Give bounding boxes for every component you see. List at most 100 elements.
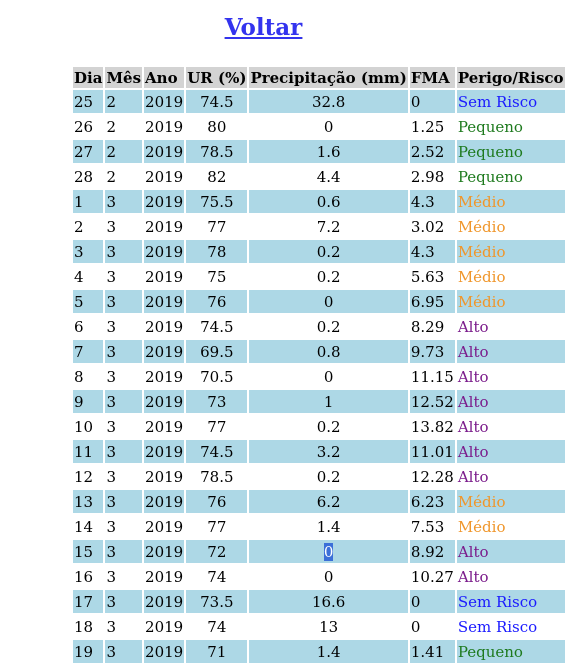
cell-ano: 2019 [144, 390, 185, 413]
cell-ano: 2019 [145, 367, 184, 386]
cell-ur: 75 [207, 267, 227, 286]
cell-risco: Alto [457, 317, 489, 336]
cell-fma: 7.53 [410, 517, 445, 536]
cell-ano: 2019 [144, 440, 185, 463]
cell-ur: 78.5 [186, 140, 248, 163]
cell-dia: 6 [74, 317, 84, 336]
cell-fma: 8.92 [409, 540, 455, 563]
cell-dia: 19 [73, 640, 104, 663]
cell-precipitacao: 0 [323, 567, 334, 586]
cell-precipitacao: 0.2 [316, 467, 341, 486]
cell-fma: 2.52 [409, 140, 455, 163]
cell-mes: 2 [106, 167, 116, 186]
cell-mes: 3 [105, 490, 143, 513]
cell-mes: 3 [106, 217, 116, 236]
cell-fma: 6.23 [409, 490, 455, 513]
cell-precipitacao: 1.4 [249, 640, 408, 663]
back-link[interactable]: Voltar [224, 14, 303, 41]
cell-dia: 25 [73, 90, 104, 113]
cell-ur: 70.5 [200, 367, 234, 386]
cell-ur: 74.5 [200, 317, 234, 336]
cell-precipitacao: 0.8 [249, 340, 408, 363]
cell-risco: Pequeno [456, 140, 565, 163]
cell-ano: 2019 [144, 190, 185, 213]
cell-risco: Pequeno [456, 640, 565, 663]
cell-precipitacao: 32.8 [249, 90, 408, 113]
cell-ur: 72 [186, 540, 248, 563]
cell-fma: 3.02 [410, 217, 445, 236]
cell-risco: Médio [456, 240, 565, 263]
cell-fma: 1.25 [410, 117, 445, 136]
cell-dia: 2 [74, 217, 84, 236]
cell-fma: 12.28 [410, 467, 454, 486]
cell-ur: 82 [207, 167, 227, 186]
cell-precipitacao: 13 [319, 617, 339, 636]
cell-fma: 2.98 [410, 167, 445, 186]
cell-dia: 5 [73, 290, 104, 313]
cell-fma: 8.29 [410, 317, 445, 336]
cell-risco: Sem Risco [456, 90, 565, 113]
cell-precipitacao: 0.2 [316, 317, 341, 336]
table-row: 27 2 2019 78.5 1.6 2.52 Pequeno [73, 140, 565, 163]
cell-ano: 2019 [145, 517, 184, 536]
cell-ano: 2019 [145, 317, 184, 336]
header-fma: FMA [409, 67, 455, 88]
cell-risco: Alto [457, 467, 489, 486]
table-row: 2 3 2019 77 7.2 3.02 Médio [73, 215, 565, 238]
cell-fma: 11.01 [409, 440, 455, 463]
cell-risco: Médio [457, 267, 506, 286]
cell-ano: 2019 [144, 90, 185, 113]
cell-precipitacao: 7.2 [316, 217, 341, 236]
table-row: 28 2 2019 82 4.4 2.98 Pequeno [73, 165, 565, 188]
cell-dia: 15 [73, 540, 104, 563]
table-row: 13 3 2019 76 6.2 6.23 Médio [73, 490, 565, 513]
cell-dia: 11 [73, 440, 104, 463]
cell-fma: 12.52 [409, 390, 455, 413]
cell-mes: 3 [106, 517, 116, 536]
cell-fma: 9.73 [409, 340, 455, 363]
table-row: 26 2 2019 80 0 1.25 Pequeno [73, 115, 565, 138]
cell-precipitacao: 0.6 [249, 190, 408, 213]
cell-fma: 5.63 [410, 267, 445, 286]
cell-precipitacao: 1.4 [316, 517, 341, 536]
cell-risco: Médio [457, 217, 506, 236]
cell-ur: 74 [207, 567, 227, 586]
cell-dia: 9 [73, 390, 104, 413]
cell-ano: 2019 [144, 290, 185, 313]
cell-ano: 2019 [144, 640, 185, 663]
header-perigo-risco: Perigo/Risco [456, 67, 565, 88]
table-header: Dia Mês Ano UR (%) Precipitação (mm) FMA… [73, 67, 565, 88]
cell-ano: 2019 [144, 240, 185, 263]
cell-precipitacao: 0.2 [316, 417, 341, 436]
cell-mes: 3 [105, 340, 143, 363]
cell-ur: 74.5 [186, 90, 248, 113]
cell-ur: 77 [207, 217, 227, 236]
cell-fma: 0 [410, 617, 421, 636]
cell-mes: 3 [105, 290, 143, 313]
cell-precipitacao: 0 [323, 367, 334, 386]
cell-risco: Médio [456, 290, 565, 313]
cell-ur: 75.5 [186, 190, 248, 213]
table-row: 12 3 2019 78.5 0.2 12.28 Alto [73, 465, 565, 488]
cell-precipitacao: 1 [249, 390, 408, 413]
cell-ur: 74 [207, 617, 227, 636]
table-row: 15 3 2019 72 0 8.92 Alto [73, 540, 565, 563]
cell-mes: 3 [106, 567, 116, 586]
table-row: 18 3 2019 74 13 0 Sem Risco [73, 615, 565, 638]
cell-ano: 2019 [145, 117, 184, 136]
cell-ur: 73.5 [186, 590, 248, 613]
cell-ano: 2019 [145, 217, 184, 236]
header-row: Dia Mês Ano UR (%) Precipitação (mm) FMA… [73, 67, 565, 88]
cell-dia: 4 [74, 267, 84, 286]
cell-mes: 3 [105, 440, 143, 463]
cell-precipitacao: 3.2 [249, 440, 408, 463]
cell-dia: 26 [74, 117, 94, 136]
table-row: 11 3 2019 74.5 3.2 11.01 Alto [73, 440, 565, 463]
cell-precipitacao: 0.2 [249, 240, 408, 263]
cell-ur: 77 [207, 417, 227, 436]
cell-fma: 6.95 [409, 290, 455, 313]
cell-dia: 3 [73, 240, 104, 263]
cell-ano: 2019 [145, 467, 184, 486]
table-row: 14 3 2019 77 1.4 7.53 Médio [73, 515, 565, 538]
cell-dia: 7 [73, 340, 104, 363]
